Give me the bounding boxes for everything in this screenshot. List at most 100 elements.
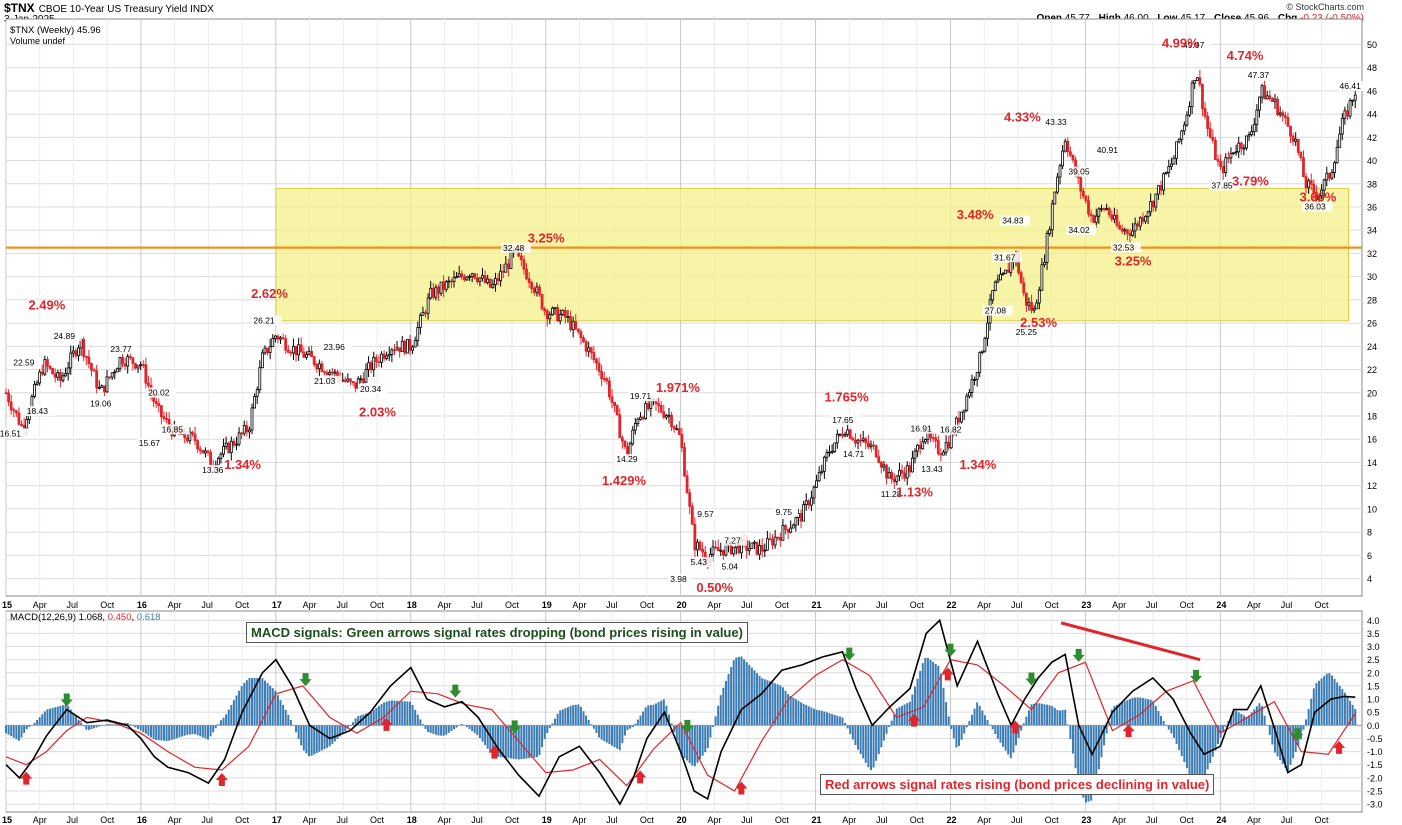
candle-body	[978, 352, 982, 373]
price-xtick-month: Oct	[1045, 600, 1060, 610]
macd-histogram-bar	[1033, 703, 1036, 726]
macd-histogram-bar	[890, 720, 893, 726]
candle-body	[1100, 208, 1103, 210]
candle-body	[126, 356, 130, 367]
candle-body	[595, 359, 598, 364]
macd-histogram-bar	[1211, 725, 1214, 757]
price-ytick-label: 40	[1367, 156, 1377, 166]
macd-histogram-bar	[784, 690, 787, 726]
macd-histogram-bar	[243, 682, 246, 726]
candle-body	[250, 407, 254, 431]
candle-body	[973, 379, 976, 381]
macd-xtick-month: Jul	[741, 815, 753, 825]
macd-histogram-bar	[600, 725, 603, 740]
candle-body	[450, 280, 453, 283]
macd-histogram-bar	[165, 725, 168, 741]
macd-histogram-bar	[530, 725, 533, 758]
value-label-bg	[88, 398, 119, 409]
candle-body	[683, 447, 686, 477]
macd-histogram-bar	[181, 725, 184, 737]
candle-body	[25, 419, 29, 429]
macd-histogram-bar	[864, 725, 867, 763]
price-ytick-label: 20	[1367, 388, 1377, 398]
macd-histogram-bar	[429, 725, 432, 733]
macd-histogram-bar	[667, 714, 670, 726]
candle-body	[975, 371, 979, 380]
candle-body	[1343, 110, 1347, 119]
macd-histogram-bar	[85, 725, 88, 730]
candle-body	[1113, 214, 1116, 220]
candle-body	[1066, 140, 1070, 153]
value-label: 11.28	[881, 489, 902, 499]
macd-histogram-bar	[49, 708, 52, 726]
candle-body	[1320, 189, 1323, 197]
candle-body	[983, 337, 987, 352]
candle-body	[615, 405, 619, 416]
macd-histogram-bar	[605, 725, 608, 743]
price-legend: $TNX (Weekly) 45.96	[10, 25, 101, 36]
macd-histogram-bar	[398, 700, 401, 726]
macd-histogram-bar	[973, 708, 976, 726]
macd-histogram-bar	[763, 679, 766, 726]
price-ytick-label: 16	[1367, 435, 1377, 445]
candle-body	[1315, 192, 1318, 200]
candle-body	[271, 338, 275, 348]
macd-histogram-bar	[370, 711, 373, 726]
macd-histogram-bar	[251, 678, 254, 726]
candle-body	[991, 290, 995, 301]
macd-histogram-bar	[453, 725, 456, 730]
candle-body	[571, 321, 575, 330]
candle-body	[139, 364, 143, 367]
macd-histogram-bar	[178, 725, 181, 738]
candle-body	[263, 347, 267, 354]
yield-percent-label: 3.25%	[1115, 254, 1152, 269]
macd-histogram-bar	[1136, 697, 1139, 726]
macd-histogram-bar	[774, 683, 777, 726]
price-xtick-year: 20	[677, 600, 687, 610]
macd-histogram-bar	[1152, 701, 1155, 726]
macd-histogram-bar	[1043, 704, 1046, 726]
price-xtick-year: 15	[2, 600, 12, 610]
candle-body	[33, 384, 36, 397]
candle-body	[307, 350, 311, 355]
value-label-bg	[312, 375, 343, 386]
macd-histogram-bar	[999, 725, 1002, 743]
candle-body	[670, 414, 673, 427]
candle-body	[240, 432, 244, 435]
macd-histogram-bar	[455, 725, 458, 728]
price-xtick-month: Jul	[1011, 600, 1023, 610]
candle-body	[9, 401, 13, 411]
value-label-bg	[722, 535, 747, 546]
macd-histogram-bar	[1219, 725, 1222, 738]
value-label: 23.96	[324, 342, 346, 352]
value-label-bg	[1043, 116, 1074, 127]
value-label-bg	[357, 383, 388, 394]
macd-histogram-bar	[219, 720, 222, 726]
value-label-bg	[695, 508, 721, 519]
candle-body	[898, 470, 901, 477]
macd-histogram-bar	[406, 701, 409, 726]
macd-histogram-bar	[194, 725, 197, 735]
value-label: 21.03	[314, 376, 336, 386]
price-xtick-month: Jul	[1281, 600, 1293, 610]
macd-histogram-bar	[634, 723, 637, 726]
macd-histogram-bar	[745, 662, 748, 726]
green-down-arrow	[508, 720, 521, 734]
macd-histogram-bar	[846, 725, 849, 729]
candle-body	[242, 425, 246, 434]
yield-percent-label: 1.13%	[896, 485, 933, 500]
macd-histogram-bar	[7, 725, 10, 735]
candle-body	[799, 513, 803, 522]
macd-histogram-bar	[1279, 725, 1282, 761]
candle-body	[297, 344, 301, 356]
macd-histogram-bar	[1022, 723, 1025, 726]
macd-histogram-bar	[235, 695, 238, 726]
macd-histogram-bar	[129, 724, 132, 726]
candle-body	[185, 437, 189, 442]
value-label: 46.41	[1340, 81, 1362, 91]
value-label-bg	[908, 423, 939, 434]
candle-body	[1250, 131, 1254, 135]
candle-body	[248, 429, 251, 433]
macd-ytick-label: 1.5	[1367, 681, 1380, 691]
candle-body	[268, 346, 272, 353]
